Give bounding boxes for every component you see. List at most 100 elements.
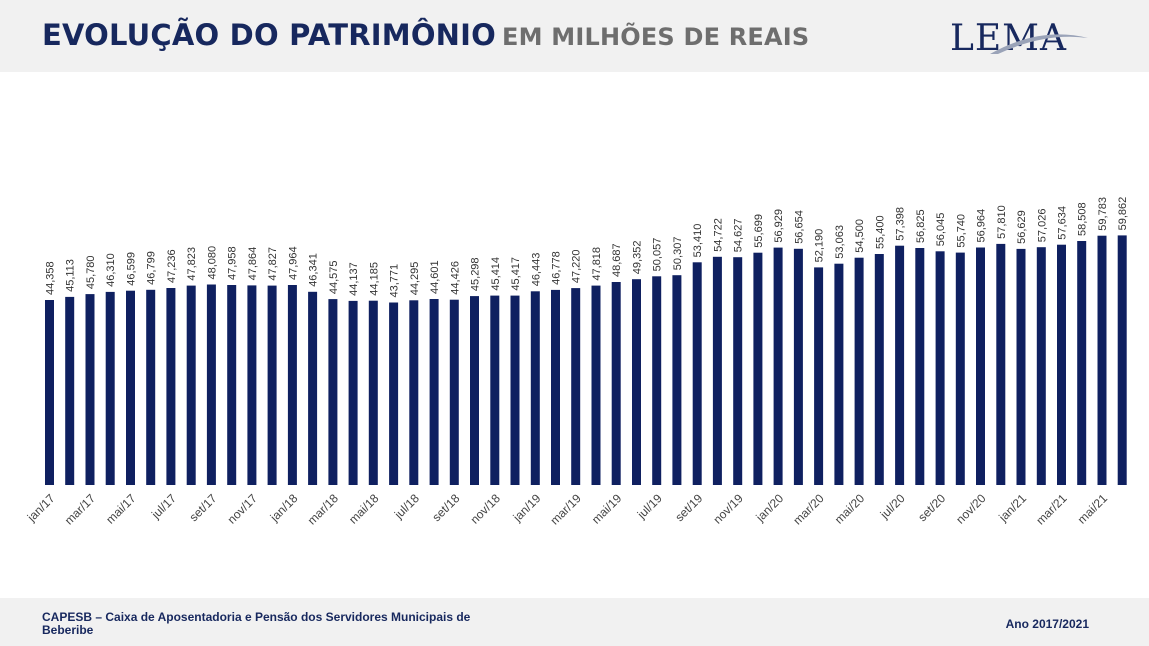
lema-logo: LEMA — [950, 16, 1095, 61]
data-label-jun/21: 59,862 — [1117, 197, 1129, 231]
data-label-mai/18: 44,185 — [368, 262, 380, 296]
data-label-mai/19: 48,687 — [611, 243, 623, 277]
bar-out/19 — [712, 256, 722, 485]
bar-set/17 — [206, 284, 216, 485]
bar-ago/18 — [429, 299, 439, 485]
bar-jul/20 — [895, 245, 905, 485]
data-label-jul/19: 50,057 — [652, 238, 664, 272]
bar-jun/18 — [389, 302, 399, 485]
bar-jan/19 — [530, 291, 540, 485]
x-tick-label-jul/19: jul/19 — [634, 491, 665, 522]
data-label-dez/18: 45,417 — [510, 257, 522, 291]
bar-jun/20 — [874, 254, 884, 485]
bar-jul/18 — [409, 300, 419, 485]
bar-mai/20 — [854, 257, 864, 485]
bar-jun/21 — [1117, 235, 1127, 485]
x-tick-label-nov/17: nov/17 — [225, 491, 261, 527]
data-label-abr/21: 58,508 — [1077, 202, 1089, 236]
data-label-jul/17: 47,236 — [166, 249, 178, 283]
data-label-fev/18: 46,341 — [308, 253, 320, 287]
data-label-out/18: 45,298 — [470, 257, 482, 291]
bar-jan/20 — [773, 247, 783, 485]
bar-out/18 — [470, 296, 479, 485]
x-tick-label-mai/17: mai/17 — [103, 491, 139, 527]
data-label-jun/18: 43,771 — [389, 264, 401, 298]
bar-set/19 — [692, 262, 702, 485]
x-tick-label-jul/17: jul/17 — [148, 491, 179, 522]
x-tick-label-mai/18: mai/18 — [346, 491, 382, 527]
bar-fev/20 — [793, 248, 803, 485]
x-tick-label-jan/20: jan/20 — [752, 491, 786, 525]
x-tick-label-jan/18: jan/18 — [267, 491, 301, 525]
bar-jun/19 — [632, 279, 641, 485]
bar-mai/19 — [611, 282, 621, 485]
bar-nov/17 — [247, 285, 257, 485]
data-label-fev/21: 57,026 — [1036, 209, 1048, 243]
bar-ago/20 — [915, 248, 925, 485]
data-label-set/18: 44,426 — [449, 261, 461, 295]
data-label-mar/18: 44,575 — [328, 260, 340, 294]
bar-jan/21 — [1016, 248, 1026, 485]
bar-mar/21 — [1057, 244, 1066, 485]
bar-mar/19 — [571, 288, 581, 485]
data-label-nov/19: 54,627 — [733, 219, 745, 253]
x-tick-label-set/19: set/19 — [672, 491, 705, 524]
bar-nov/19 — [733, 257, 743, 485]
bar-ago/19 — [672, 275, 682, 485]
x-tick-label-jul/20: jul/20 — [877, 491, 908, 522]
x-tick-label-set/17: set/17 — [186, 491, 219, 524]
data-label-jan/21: 56,629 — [1016, 210, 1028, 244]
bar-abr/20 — [834, 263, 844, 485]
logo-swoosh-icon — [990, 34, 1088, 54]
data-label-abr/20: 53,063 — [834, 225, 846, 259]
data-label-ago/18: 44,601 — [429, 260, 441, 294]
x-tick-label-nov/19: nov/19 — [710, 491, 746, 527]
data-label-fev/17: 45,113 — [65, 259, 77, 292]
data-label-fev/19: 46,778 — [551, 251, 563, 285]
title-text: EVOLUÇÃO DO PATRIMÔNIO — [42, 18, 496, 52]
x-tick-label-mar/17: mar/17 — [62, 491, 99, 528]
bar-abr/21 — [1077, 241, 1087, 485]
x-tick-label-mar/21: mar/21 — [1033, 491, 1070, 528]
data-label-jan/19: 46,443 — [530, 253, 542, 287]
bar-fev/21 — [1036, 247, 1046, 485]
page-subtitle: EM MILHÕES DE REAIS — [502, 23, 810, 51]
bar-jul/17 — [166, 288, 176, 485]
bar-fev/18 — [308, 291, 318, 485]
data-label-out/17: 47,958 — [227, 246, 239, 280]
data-label-abr/19: 47,818 — [591, 247, 603, 281]
header-band: EVOLUÇÃO DO PATRIMÔNIO EM MILHÕES DE REAI… — [0, 0, 1149, 72]
data-label-out/19: 54,722 — [712, 218, 724, 252]
page-title: EVOLUÇÃO DO PATRIMÔNIO EM MILHÕES DE REAI… — [42, 18, 809, 52]
bar-nov/18 — [490, 295, 500, 485]
data-label-jul/20: 57,398 — [895, 207, 907, 241]
bar-abr/17 — [105, 291, 115, 485]
data-label-nov/18: 45,414 — [490, 257, 502, 291]
data-label-mar/19: 47,220 — [571, 249, 583, 283]
bar-mai/18 — [368, 300, 378, 485]
bar-jun/17 — [146, 289, 156, 485]
bar-out/20 — [955, 252, 965, 485]
bar-dez/20 — [996, 243, 1006, 485]
data-label-out/20: 55,740 — [955, 214, 967, 248]
bar-jan/18 — [287, 285, 297, 485]
x-tick-label-mar/20: mar/20 — [790, 491, 827, 528]
data-label-dez/17: 47,827 — [267, 247, 279, 281]
data-label-set/19: 53,410 — [692, 224, 704, 258]
data-label-abr/18: 44,137 — [348, 262, 360, 296]
data-label-ago/19: 50,307 — [672, 237, 684, 271]
data-label-jan/20: 56,929 — [773, 209, 785, 243]
data-label-jan/17: 44,358 — [45, 261, 57, 295]
data-label-mar/21: 57,634 — [1057, 206, 1069, 240]
bar-abr/18 — [348, 300, 358, 485]
data-label-jun/17: 46,799 — [146, 251, 158, 285]
bar-abr/19 — [591, 285, 601, 485]
x-tick-label-mai/21: mai/21 — [1075, 491, 1111, 527]
data-label-jan/18: 47,964 — [287, 246, 299, 280]
bar-mar/17 — [85, 294, 95, 485]
x-tick-label-jan/21: jan/21 — [995, 491, 1029, 525]
bar-fev/19 — [551, 289, 560, 485]
footer-org: CAPESB – Caixa de Aposentadoria e Pensão… — [42, 610, 471, 637]
x-tick-label-jul/18: jul/18 — [391, 491, 422, 522]
data-label-nov/20: 56,964 — [976, 209, 988, 243]
